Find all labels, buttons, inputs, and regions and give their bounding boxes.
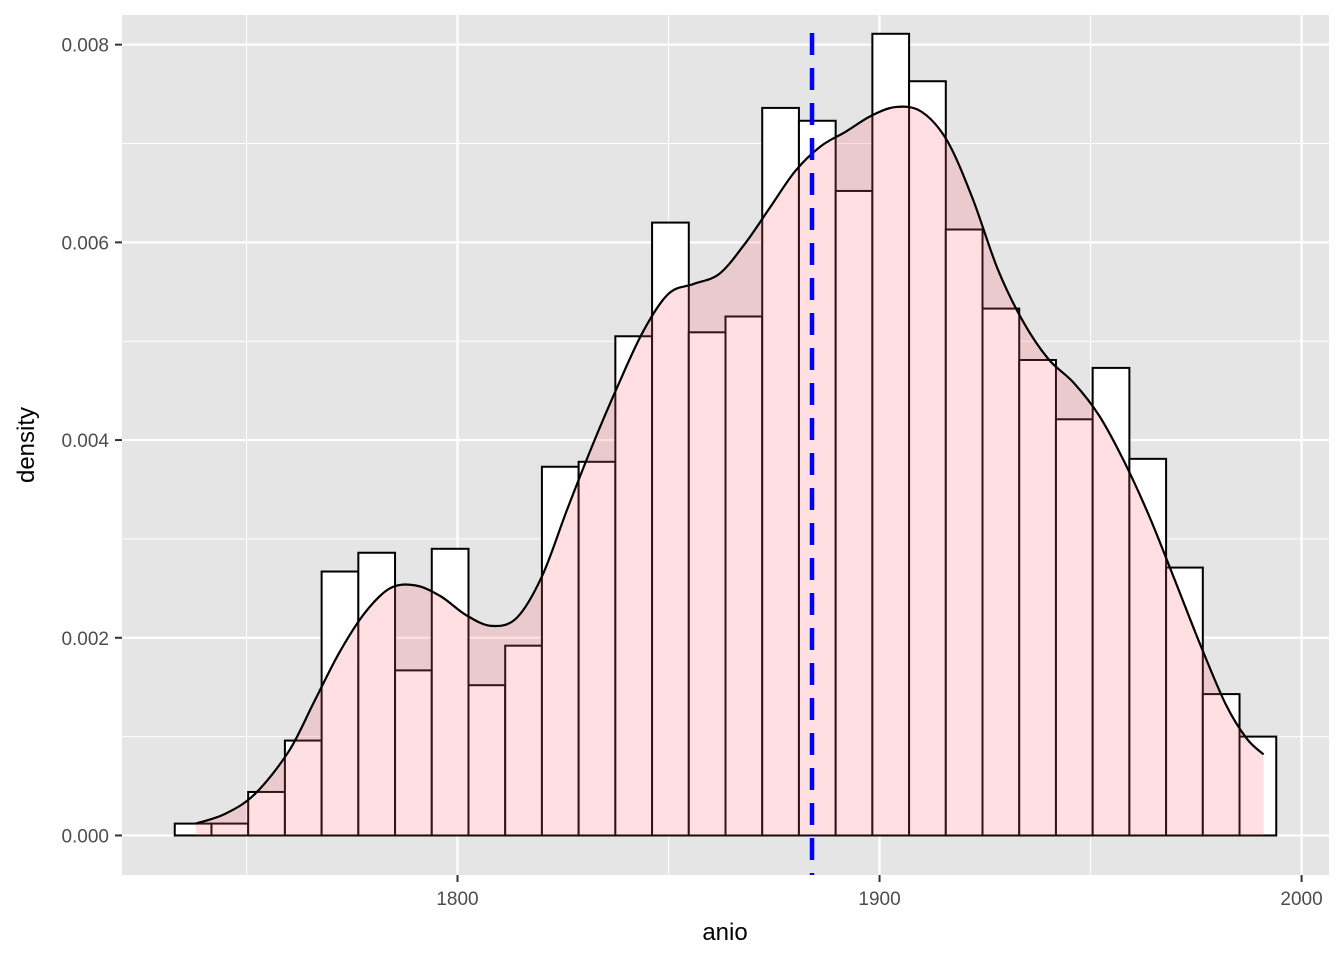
histogram-bar: [1018, 358, 1057, 837]
histogram-bar: [834, 189, 874, 837]
x-tick-label: 1800: [436, 889, 478, 910]
histogram-bar: [430, 547, 470, 837]
y-tick-label: 0.002: [61, 629, 109, 650]
histogram-bar: [1054, 418, 1094, 837]
y-tick-label: 0.006: [61, 233, 109, 254]
histogram-bar: [944, 228, 984, 837]
x-axis: 1800 1900 2000: [436, 875, 1323, 910]
y-axis: 0.000 0.002 0.004 0.006 0.008: [61, 36, 122, 847]
histogram-bar: [1128, 457, 1168, 837]
y-tick-label: 0.008: [61, 36, 109, 57]
histogram-bar: [981, 307, 1021, 837]
y-axis-title: density: [13, 407, 40, 483]
histogram-bar: [577, 460, 617, 837]
histogram-bar: [504, 644, 543, 837]
histogram-bar: [724, 315, 764, 837]
density-curve-layer: [195, 105, 1265, 836]
x-axis-title: anio: [702, 919, 747, 946]
histogram-bar: [1238, 735, 1278, 837]
density-curve: [195, 105, 1265, 825]
x-tick-label: 1900: [858, 889, 900, 910]
histogram-bar: [871, 32, 911, 837]
x-tick-label: 2000: [1280, 889, 1322, 910]
histogram-bar: [1091, 366, 1131, 837]
y-tick-label: 0.004: [61, 431, 109, 452]
histogram-bar: [761, 106, 800, 837]
y-tick-label: 0.000: [61, 826, 109, 847]
histogram-bar: [1165, 566, 1204, 837]
density-area: [195, 106, 1264, 836]
histogram-bar: [467, 684, 507, 837]
histogram-bar: [283, 739, 323, 837]
